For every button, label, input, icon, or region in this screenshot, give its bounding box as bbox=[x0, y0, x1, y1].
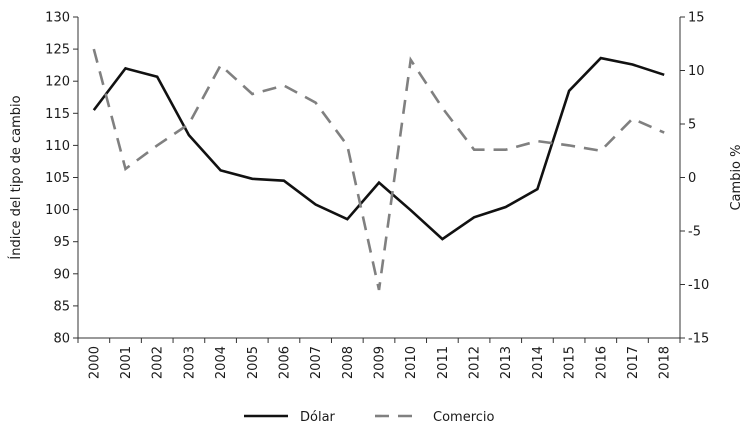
left-tick-label: 80 bbox=[53, 332, 70, 347]
series-group bbox=[92, 48, 665, 291]
axes-group: 80 85 90 95 100 105 110 115 120 125 130 -15 -10 -5 0 5 1… bbox=[8, 11, 744, 380]
x-tick-label: 2010 bbox=[404, 346, 419, 379]
x-tick-label: 2007 bbox=[309, 346, 324, 379]
x-tick-label: 2006 bbox=[277, 346, 292, 379]
x-tick-label: 2003 bbox=[182, 346, 197, 379]
series-line-comercio bbox=[92, 48, 665, 291]
right-tick-label: -10 bbox=[688, 278, 709, 293]
x-tick-label: 2009 bbox=[373, 346, 388, 379]
x-tick-label: 2001 bbox=[119, 346, 134, 379]
x-tick-label: 2005 bbox=[246, 346, 261, 379]
left-tick-label: 105 bbox=[45, 171, 70, 186]
left-tick-label: 95 bbox=[53, 235, 70, 250]
right-tick-label: 10 bbox=[688, 64, 705, 79]
x-tick-label: 2017 bbox=[626, 346, 641, 379]
right-tick-label: -15 bbox=[688, 332, 709, 347]
x-tick-label: 2000 bbox=[87, 346, 102, 379]
left-tick-label: 100 bbox=[45, 203, 70, 218]
x-tick-label: 2011 bbox=[436, 346, 451, 379]
right-tick-label: -5 bbox=[688, 225, 701, 240]
left-tick-label: 85 bbox=[53, 299, 70, 314]
left-tick-label: 90 bbox=[53, 267, 70, 282]
right-axis-title: Cambio % bbox=[729, 144, 744, 210]
x-tick-label: 2004 bbox=[214, 346, 229, 379]
left-tick-label: 120 bbox=[45, 75, 70, 90]
x-tick-label: 2012 bbox=[468, 346, 483, 379]
x-tick-label: 2015 bbox=[563, 346, 578, 379]
x-tick-label: 2008 bbox=[341, 346, 356, 379]
x-tick-label: 2016 bbox=[594, 346, 609, 379]
left-tick-label: 115 bbox=[45, 107, 70, 122]
x-tick-label: 2002 bbox=[151, 346, 166, 379]
left-tick-label: 110 bbox=[45, 139, 70, 154]
series-line-dolar bbox=[92, 56, 665, 241]
right-tick-label: 0 bbox=[688, 171, 696, 186]
left-tick-label: 130 bbox=[45, 11, 70, 26]
legend-label: Comercio bbox=[433, 410, 495, 425]
legend: Dólar Comercio bbox=[244, 410, 495, 425]
left-tick-label: 125 bbox=[45, 43, 70, 58]
right-tick-label: 5 bbox=[688, 118, 696, 133]
right-tick-label: 15 bbox=[688, 11, 705, 26]
x-tick-label: 2013 bbox=[499, 346, 514, 379]
legend-label: Dólar bbox=[300, 410, 336, 425]
x-tick-label: 2014 bbox=[531, 346, 546, 379]
x-tick-label: 2018 bbox=[658, 346, 673, 379]
left-axis-title: Índice del tipo de cambio bbox=[8, 95, 24, 259]
